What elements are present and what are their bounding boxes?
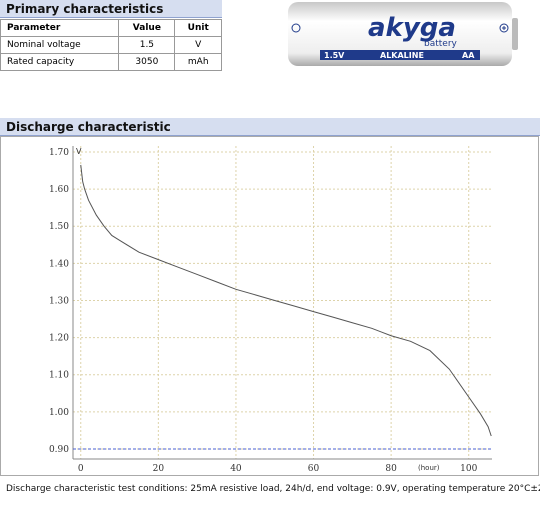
battery-size: AA — [462, 51, 475, 60]
x-axis-label: (hour) — [418, 464, 440, 472]
chart-frame — [0, 136, 539, 476]
battery-voltage: 1.5V — [324, 51, 345, 60]
x-tick-label: 20 — [153, 464, 165, 474]
battery-chemistry: ALKALINE — [380, 51, 424, 60]
x-tick-label: 0 — [78, 464, 84, 474]
y-tick-label: 1.70 — [49, 148, 69, 158]
cell: Rated capacity — [0, 53, 120, 71]
y-tick-label: 1.00 — [49, 408, 69, 418]
brand-sub: battery — [424, 39, 458, 49]
label-band — [320, 50, 480, 60]
x-tick-label: 40 — [230, 464, 242, 474]
y-axis-label: V — [76, 147, 82, 156]
y-tick-label: 1.60 — [49, 185, 69, 195]
battery-tip — [512, 18, 518, 50]
plus-mark — [499, 23, 509, 33]
series-line — [80, 164, 492, 437]
x-tick-label: 80 — [385, 464, 397, 474]
chart: 0.90 1.00 1.10 1.20 1.30 1.40 1.50 1.60 1.70 0 20 4… — [49, 146, 492, 474]
brand: akyga — [368, 13, 456, 43]
y-tick-label: 0.90 — [49, 445, 69, 455]
x-tick-label: 100 — [460, 464, 477, 474]
y-tick-label: 1.20 — [49, 334, 69, 344]
minus-mark — [291, 23, 301, 33]
section-title: Discharge characteristic — [0, 118, 540, 136]
y-tick-label: 1.40 — [49, 259, 69, 269]
spec-table: Parameter Value Unit Nominal voltage 1.5 V R… — [0, 19, 222, 71]
plus-sign — [502, 26, 506, 30]
caption: Discharge characteristic test conditions… — [6, 484, 540, 494]
cell: 3050 — [118, 53, 176, 71]
y-tick-label: 1.10 — [49, 371, 69, 381]
x-tick-label: 60 — [308, 464, 320, 474]
section-title: Primary characteristics — [0, 0, 222, 18]
y-tick-label: 1.30 — [49, 296, 69, 306]
battery-image: akyga battery 1.5V ALKALINE AA — [288, 2, 518, 66]
y-tick-label: 1.50 — [49, 222, 69, 232]
cell: mAh — [174, 53, 222, 71]
